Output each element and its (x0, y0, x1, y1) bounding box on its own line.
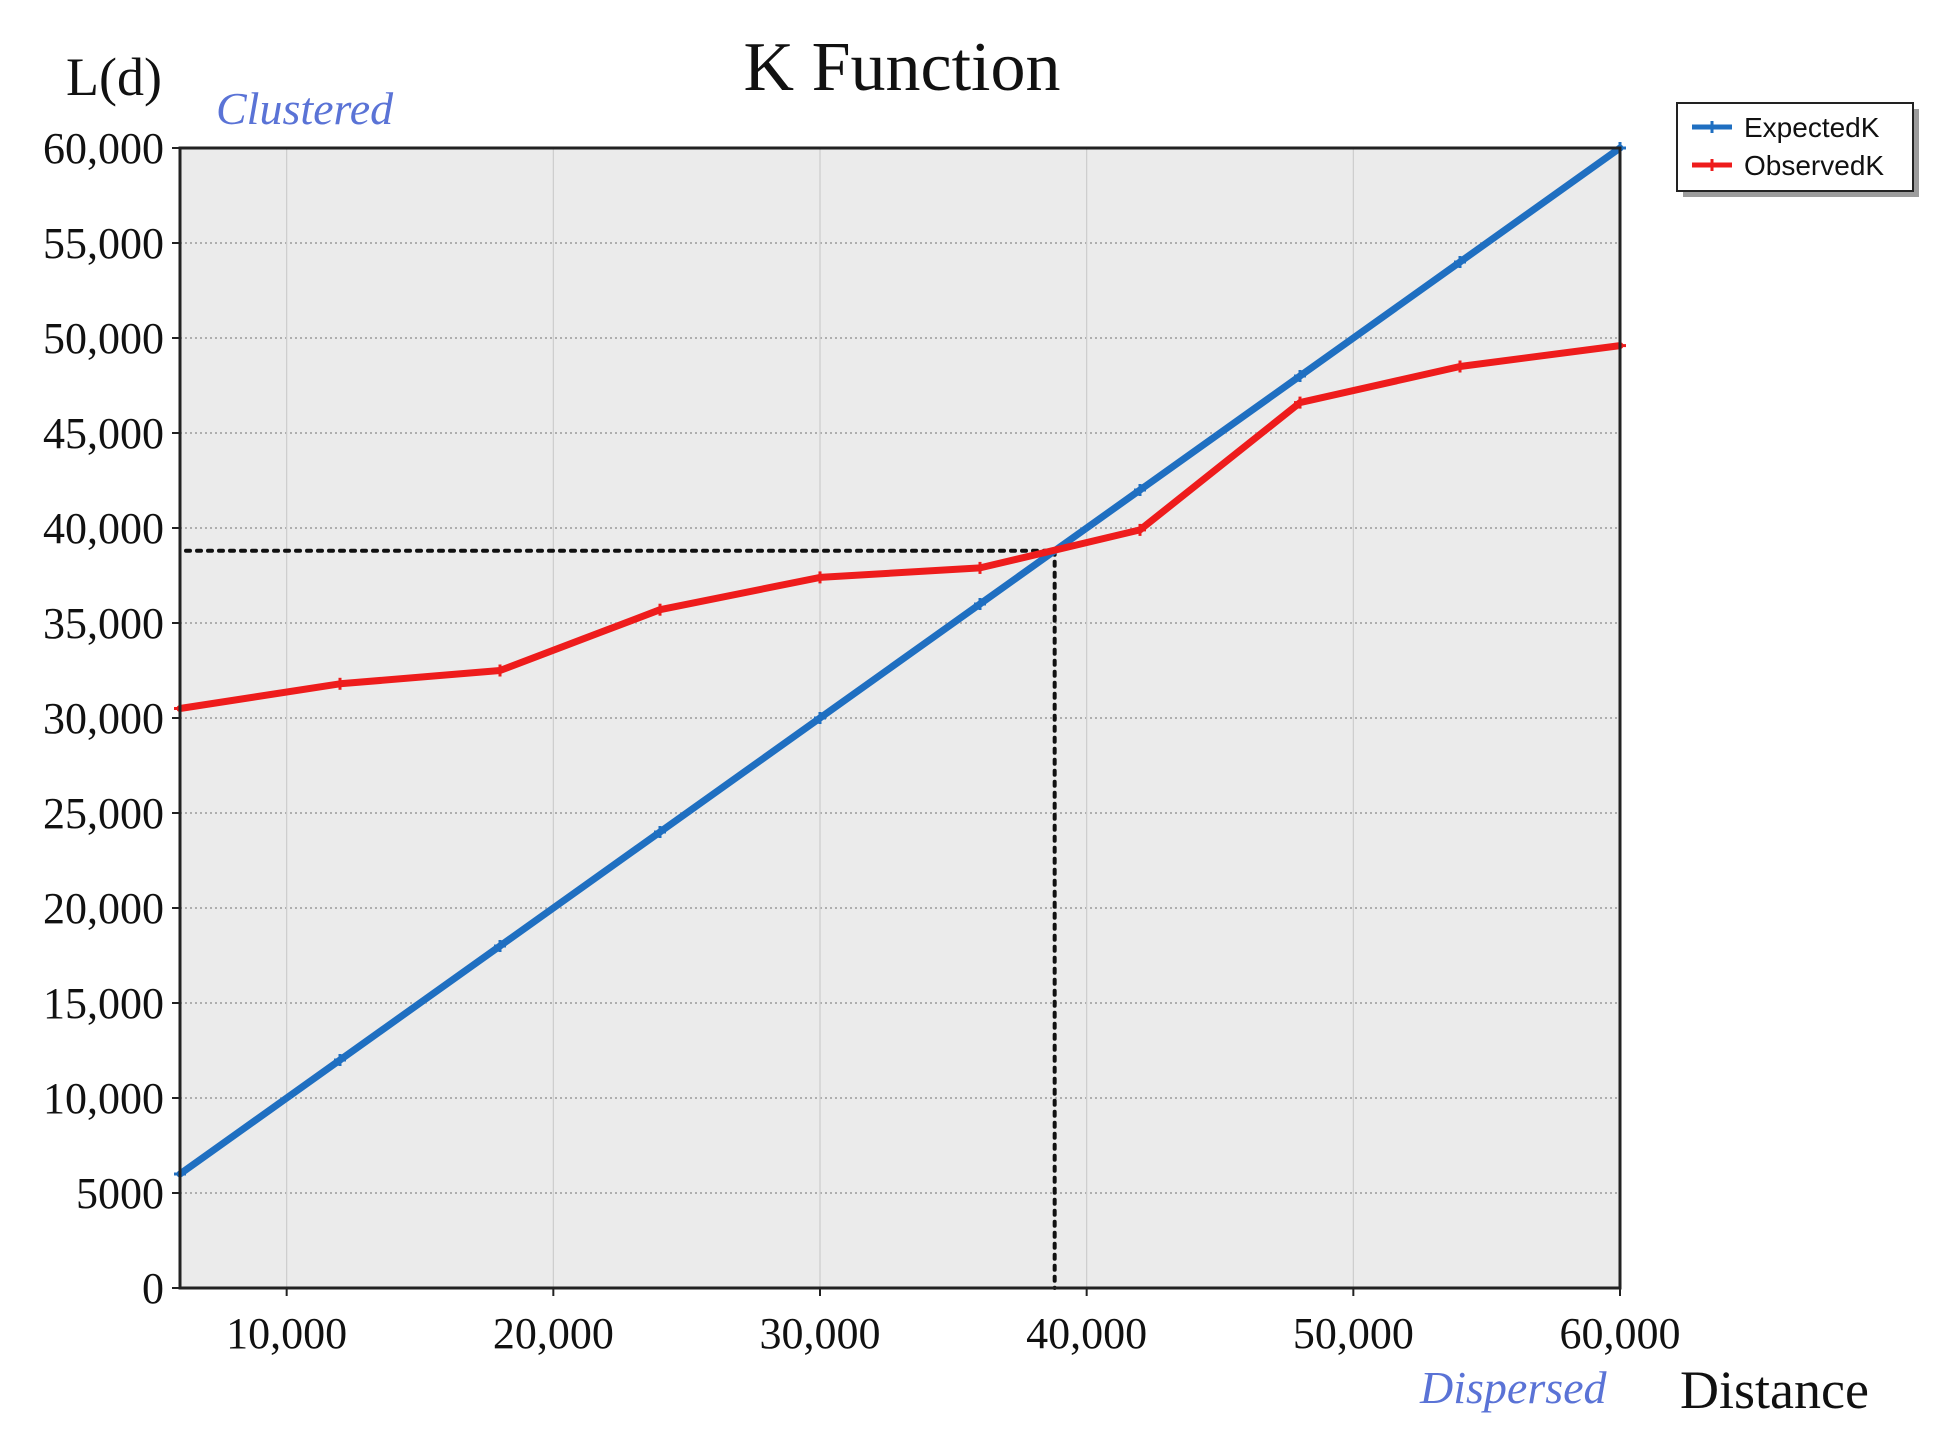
x-axis-ticks: 10,000 20,000 30,000 40,000 50,000 60,000 (226, 1288, 1680, 1358)
clustered-annotation: Clustered (216, 83, 394, 134)
y-tick-label: 35,000 (43, 599, 164, 648)
x-tick-label: 50,000 (1293, 1309, 1414, 1358)
x-tick-label: 30,000 (760, 1309, 881, 1358)
y-tick-label: 5000 (76, 1169, 164, 1218)
y-axis-title: L(d) (66, 47, 162, 107)
y-tick-label: 45,000 (43, 409, 164, 458)
y-tick-label: 15,000 (43, 979, 164, 1028)
y-tick-label: 20,000 (43, 884, 164, 933)
x-tick-label: 40,000 (1026, 1309, 1147, 1358)
legend-label-ExpectedK: ExpectedK (1744, 112, 1880, 143)
x-axis-title: Distance (1680, 1360, 1869, 1420)
legend: ExpectedK ObservedK (1677, 103, 1919, 197)
y-tick-label: 0 (142, 1264, 164, 1313)
y-tick-label: 50,000 (43, 314, 164, 363)
y-axis-ticks: 0 5000 10,000 15,000 20,000 25,000 30,000 35,00… (43, 124, 180, 1313)
y-tick-label: 10,000 (43, 1074, 164, 1123)
x-tick-label: 60,000 (1560, 1309, 1681, 1358)
y-tick-label: 25,000 (43, 789, 164, 838)
x-tick-label: 20,000 (493, 1309, 614, 1358)
y-tick-label: 30,000 (43, 694, 164, 743)
chart-title: K Function (744, 29, 1061, 106)
x-tick-label: 10,000 (226, 1309, 347, 1358)
y-tick-label: 40,000 (43, 504, 164, 553)
dispersed-annotation: Dispersed (1419, 1362, 1608, 1413)
y-tick-label: 60,000 (43, 124, 164, 173)
y-tick-label: 55,000 (43, 219, 164, 268)
legend-label-ObservedK: ObservedK (1744, 150, 1884, 181)
